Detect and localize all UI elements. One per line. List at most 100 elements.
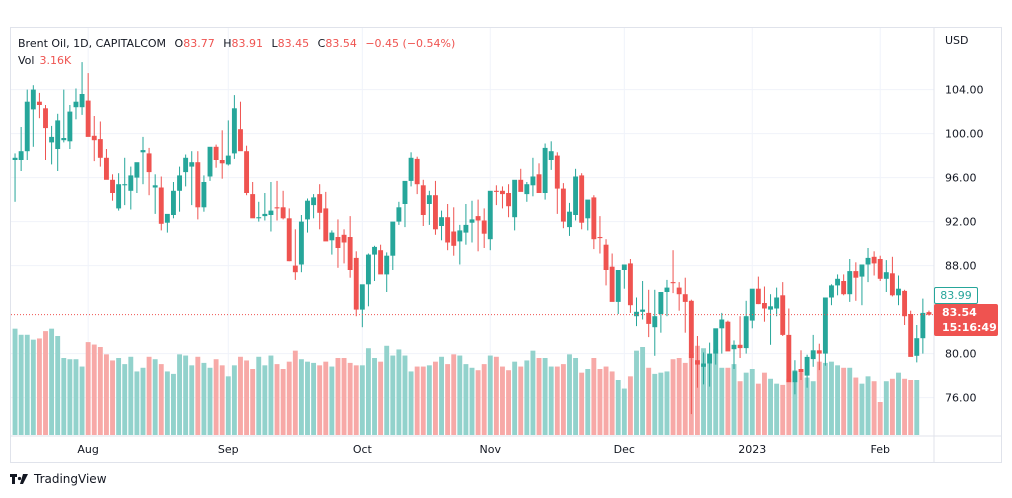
candle bbox=[774, 287, 780, 317]
candle bbox=[195, 151, 201, 220]
time-tick-label: Oct bbox=[353, 443, 373, 456]
candle bbox=[908, 310, 914, 357]
volume-bar bbox=[634, 350, 639, 435]
candle bbox=[859, 264, 865, 306]
candle bbox=[719, 312, 725, 354]
candle bbox=[573, 168, 579, 221]
volume-bar bbox=[542, 358, 548, 435]
volume-bar bbox=[317, 365, 323, 435]
candle bbox=[317, 184, 323, 230]
volume-bar bbox=[682, 362, 688, 435]
low-value: 83.45 bbox=[277, 37, 310, 50]
candle-body bbox=[55, 120, 61, 149]
volume-bar bbox=[877, 402, 883, 435]
candle bbox=[889, 256, 895, 297]
candle bbox=[286, 208, 292, 262]
volume-bar bbox=[134, 371, 140, 435]
candle-body bbox=[713, 328, 719, 354]
candle bbox=[762, 286, 767, 322]
volume-bar bbox=[225, 376, 231, 435]
candle-body bbox=[755, 288, 761, 305]
candle bbox=[238, 101, 243, 152]
candle bbox=[85, 73, 91, 137]
volume-bar bbox=[213, 359, 219, 435]
candle-body bbox=[487, 190, 493, 240]
candle-body bbox=[500, 190, 505, 195]
vol-value: 3.16K bbox=[39, 54, 72, 67]
volume-bar bbox=[164, 371, 170, 435]
candle bbox=[396, 201, 402, 225]
candle bbox=[542, 143, 548, 200]
candle bbox=[713, 328, 719, 365]
tradingview-branding[interactable]: TradingView bbox=[10, 472, 107, 486]
volume-bar bbox=[585, 369, 591, 435]
change-value: −0.45 (−0.54%) bbox=[365, 37, 456, 50]
volume-bar bbox=[103, 354, 109, 435]
candle bbox=[213, 144, 219, 168]
candle-body bbox=[213, 146, 219, 160]
candle bbox=[323, 191, 329, 242]
candle bbox=[536, 163, 542, 193]
volume-bar bbox=[609, 371, 615, 435]
volume-bar bbox=[865, 376, 871, 435]
volume-bar bbox=[694, 345, 700, 435]
volume-bar bbox=[713, 349, 719, 435]
candle bbox=[487, 190, 493, 251]
candle bbox=[822, 297, 828, 366]
volume-bar bbox=[244, 360, 250, 435]
candle-body bbox=[152, 185, 158, 188]
candle-body bbox=[323, 208, 329, 242]
candle-body bbox=[560, 188, 566, 222]
volume-bar bbox=[762, 372, 767, 435]
candle bbox=[883, 260, 889, 292]
last-price-tag: 83.54 15:16:49 bbox=[934, 304, 998, 336]
candle bbox=[768, 294, 773, 345]
time-tick-label: Dec bbox=[614, 443, 635, 456]
candle-body bbox=[664, 287, 670, 292]
volume-bar bbox=[810, 381, 816, 435]
candle-body bbox=[61, 138, 67, 141]
volume-bar bbox=[195, 356, 201, 435]
candle bbox=[658, 292, 664, 333]
candle bbox=[701, 352, 706, 385]
volume-bar bbox=[171, 373, 176, 435]
candle bbox=[804, 354, 810, 388]
candle bbox=[688, 299, 694, 415]
candle-body bbox=[250, 194, 256, 219]
candle bbox=[926, 310, 932, 316]
candle bbox=[609, 253, 615, 302]
volume-bar bbox=[268, 355, 274, 435]
candle bbox=[116, 173, 122, 211]
volume-bar bbox=[414, 366, 420, 435]
volume-bar bbox=[408, 371, 414, 435]
candle-body bbox=[694, 360, 700, 365]
candle bbox=[847, 259, 853, 302]
candle bbox=[122, 157, 128, 206]
vol-label[interactable]: Vol bbox=[18, 54, 35, 67]
currency-label[interactable]: USD bbox=[945, 34, 969, 47]
candle-body bbox=[359, 284, 365, 310]
volume-bar bbox=[743, 372, 749, 435]
candle-body bbox=[183, 157, 189, 173]
candle-body bbox=[548, 151, 554, 160]
candle-body bbox=[457, 230, 463, 242]
volume-bar bbox=[280, 369, 286, 435]
volume-bar bbox=[725, 367, 731, 435]
volume-bar bbox=[889, 378, 895, 435]
volume-bar bbox=[85, 342, 91, 435]
volume-bar bbox=[749, 369, 755, 435]
candle bbox=[335, 219, 341, 268]
volume-bar bbox=[110, 360, 115, 435]
candle-body bbox=[725, 321, 731, 352]
volume-bar bbox=[670, 359, 676, 435]
candle bbox=[262, 193, 268, 221]
candle-body bbox=[676, 287, 682, 295]
candle bbox=[597, 216, 603, 254]
candle-body bbox=[335, 237, 341, 248]
candle-body bbox=[591, 197, 597, 240]
candle-body bbox=[177, 175, 182, 191]
candle-body bbox=[902, 290, 908, 317]
price-tick-label: 88.00 bbox=[945, 260, 977, 273]
symbol-title[interactable]: Brent Oil, 1D, CAPITALCOM bbox=[18, 37, 167, 50]
